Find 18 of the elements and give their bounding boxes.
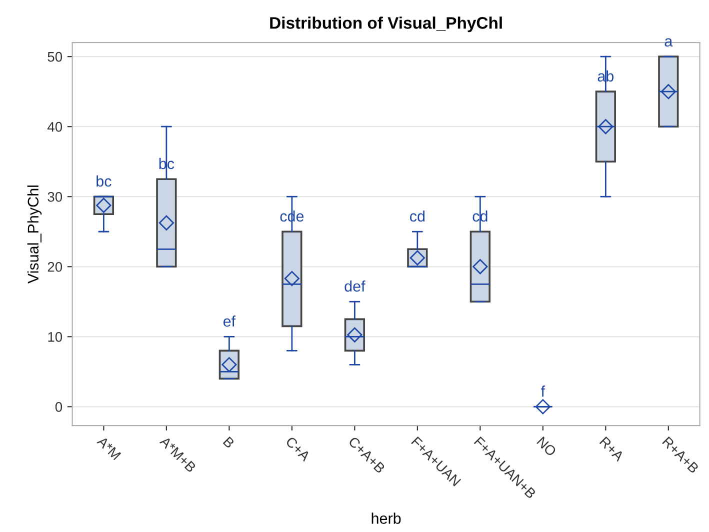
y-tick-label: 0 xyxy=(55,402,62,412)
y-tick-label: 10 xyxy=(48,332,62,342)
annotation: bc xyxy=(96,175,112,187)
x-axis-title: herb xyxy=(372,512,401,524)
x-tick-label: B xyxy=(222,436,235,448)
y-axis-title: Visual_PhyChl xyxy=(27,186,42,284)
x-tick-label: A*M xyxy=(96,436,122,460)
annotation: def xyxy=(344,280,366,292)
y-tick-label: 40 xyxy=(47,122,62,132)
annotation: f xyxy=(541,386,546,397)
annotation: cd xyxy=(410,210,425,222)
y-tick-label: 50 xyxy=(48,52,62,62)
y-tick-label: 20 xyxy=(48,262,62,272)
y-tick-label: 30 xyxy=(48,192,62,202)
chart-title: Distribution of Visual_PhyChl xyxy=(270,16,502,32)
annotation: a xyxy=(664,38,673,47)
x-tick-label: NO xyxy=(536,436,557,457)
annotation: ef xyxy=(223,316,236,327)
